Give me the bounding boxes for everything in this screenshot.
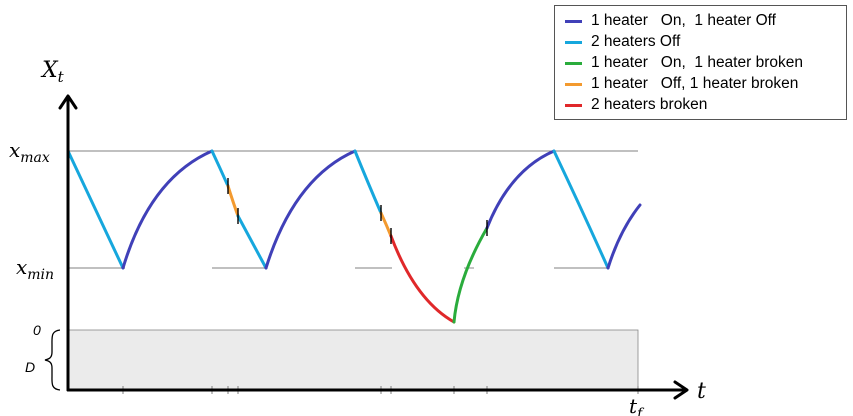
y-axis-label: Xt	[40, 58, 65, 86]
segment-one-off-one-broken	[226, 184, 240, 218]
segment-two-broken	[389, 234, 456, 324]
segment-one-on-one-off	[264, 149, 357, 270]
legend-swatch	[565, 61, 582, 65]
x-axis-arrow	[673, 380, 689, 400]
legend-swatch	[565, 103, 582, 107]
x-max-label: xmax	[9, 138, 50, 166]
reference-lines	[68, 150, 638, 269]
d-brace	[44, 329, 61, 391]
axes	[58, 94, 689, 400]
legend-item: 2 heaters Off	[565, 32, 680, 52]
transition-markers	[227, 178, 488, 244]
legend-item: 1 heater Off, 1 heater broken	[565, 74, 798, 94]
legend-label: 2 heaters Off	[591, 33, 681, 50]
segment-one-on-one-off	[606, 203, 642, 270]
x-min-label: xmin	[16, 255, 54, 283]
segment-one-on-one-broken	[452, 226, 489, 324]
segment-two-off	[552, 149, 610, 270]
zero-label: 0	[33, 322, 41, 338]
t-f-label: tf	[629, 394, 645, 416]
legend-swatch	[565, 19, 582, 23]
segment-one-off-one-broken	[379, 211, 393, 238]
legend-label: 1 heater Off, 1 heater broken	[591, 75, 799, 92]
legend-label: 1 heater On, 1 heater Off	[591, 12, 776, 29]
segment-two-off	[236, 214, 268, 270]
legend-label: 1 heater On, 1 heater broken	[591, 54, 803, 71]
legend-swatch	[565, 82, 582, 86]
segment-two-off	[66, 149, 125, 270]
state-trajectory	[66, 149, 642, 324]
segment-one-on-one-off	[121, 149, 214, 270]
legend-item: 1 heater On, 1 heater Off	[565, 11, 776, 31]
segment-two-off	[353, 149, 383, 215]
legend-item: 1 heater On, 1 heater broken	[565, 53, 803, 73]
legend-item: 2 heaters broken	[565, 95, 707, 115]
segment-one-on-one-off	[485, 149, 556, 230]
d-label: D	[25, 359, 35, 375]
x-axis-label: t	[697, 379, 706, 404]
segment-two-off	[210, 149, 230, 188]
legend-label: 2 heaters broken	[591, 96, 708, 113]
y-axis-arrow	[58, 94, 78, 110]
d-region	[67, 329, 639, 391]
legend: 1 heater On, 1 heater Off 2 heaters Off …	[554, 5, 847, 120]
legend-swatch	[565, 40, 582, 44]
